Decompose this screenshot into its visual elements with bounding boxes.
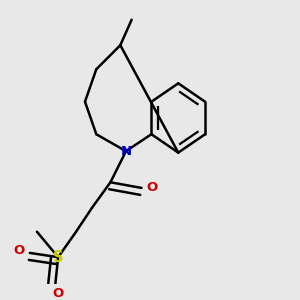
Text: O: O xyxy=(14,244,25,256)
Text: O: O xyxy=(147,182,158,194)
Text: O: O xyxy=(52,287,64,300)
Text: S: S xyxy=(53,250,63,265)
Text: N: N xyxy=(120,145,131,158)
